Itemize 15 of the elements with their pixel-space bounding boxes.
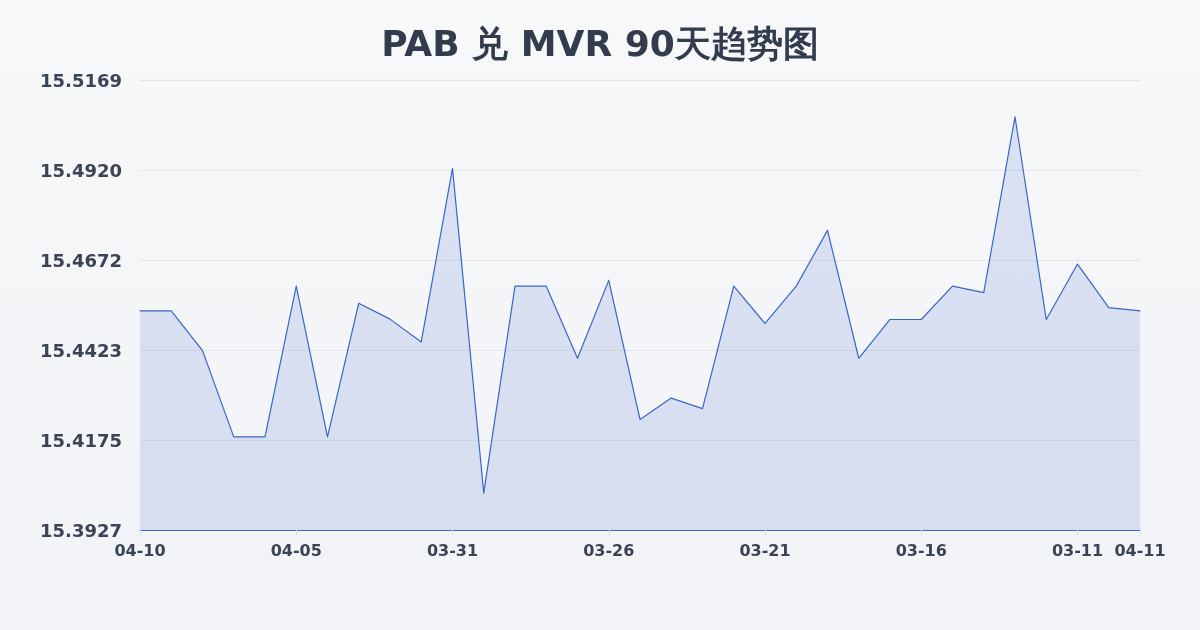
x-tick-label: 04-10 — [114, 540, 166, 560]
y-tick-label: 15.5169 — [40, 69, 122, 91]
y-tick-label: 15.4920 — [40, 159, 122, 181]
x-tick-label: 04-11 — [1114, 540, 1166, 560]
y-tick-label: 15.3927 — [40, 519, 122, 541]
x-tick-label: 04-05 — [270, 540, 322, 560]
y-tick-label: 15.4423 — [40, 339, 122, 361]
y-tick-label: 15.4175 — [40, 429, 122, 451]
x-tick-label: 03-16 — [895, 540, 947, 560]
x-tick-label: 03-11 — [1051, 540, 1104, 560]
x-tick-label: 03-31 — [426, 540, 479, 560]
y-tick-label: 15.4672 — [40, 249, 122, 271]
chart-title: PAB 兑 MVR 90天趋势图 — [381, 22, 819, 64]
x-tick-label: 03-21 — [739, 540, 791, 560]
x-tick-label: 03-26 — [583, 540, 635, 560]
